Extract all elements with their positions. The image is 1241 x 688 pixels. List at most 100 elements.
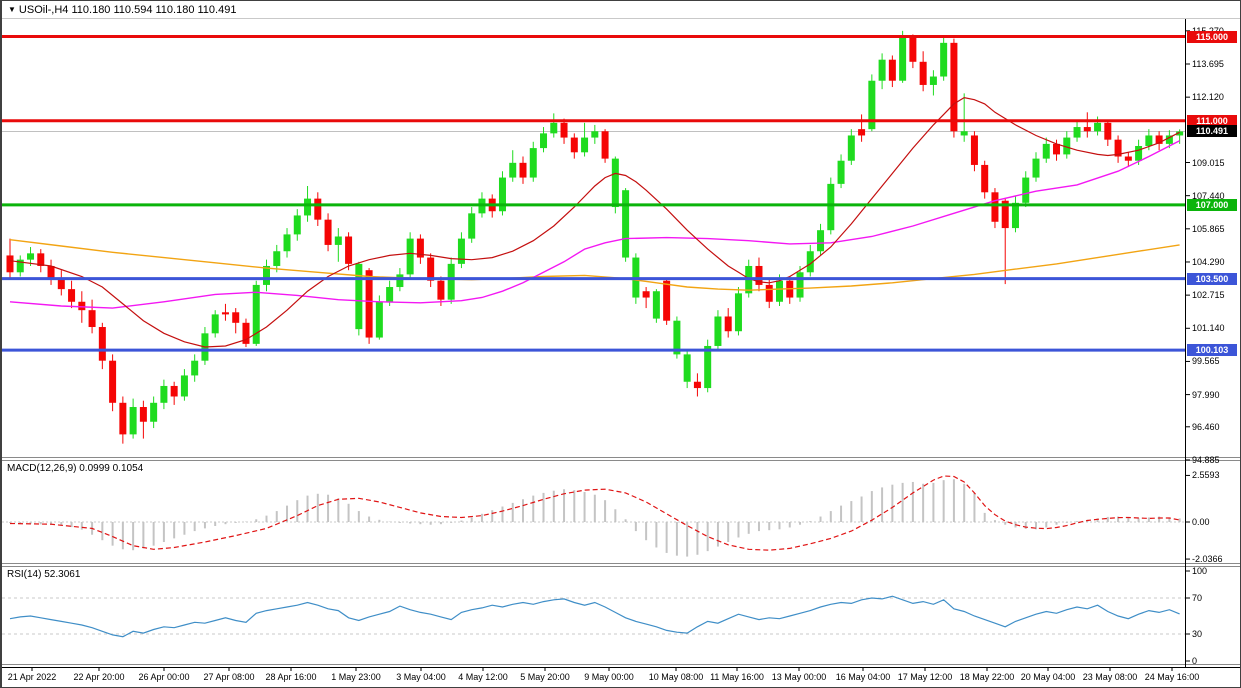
- candle-body: [355, 263, 363, 330]
- candle-body: [1124, 156, 1132, 161]
- candle-body: [509, 162, 517, 178]
- candle-body: [6, 255, 14, 273]
- time-axis-label[interactable]: 3 May 04:00: [396, 672, 446, 682]
- time-axis-label[interactable]: 23 May 08:00: [1082, 672, 1138, 682]
- candle-body: [416, 238, 424, 258]
- candle-body: [683, 354, 691, 382]
- candle-body: [827, 183, 835, 231]
- rsi-axis-label[interactable]: 0: [1192, 656, 1198, 666]
- candle-body: [570, 137, 578, 153]
- candle-body: [375, 301, 383, 338]
- candle-body: [560, 122, 568, 138]
- price-axis-label[interactable]: 102.715: [1192, 290, 1225, 301]
- rsi-indicator-label: RSI(14) 52.3061: [7, 569, 81, 580]
- time-axis-label[interactable]: 24 May 16:00: [1144, 672, 1200, 682]
- candle-body: [693, 381, 701, 389]
- candle-body: [1176, 131, 1184, 136]
- time-axis-label[interactable]: 4 May 12:00: [458, 672, 508, 682]
- candle-body: [119, 402, 127, 435]
- candle-body: [714, 316, 722, 346]
- price-axis-label[interactable]: 101.140: [1192, 323, 1225, 334]
- candle-body: [232, 312, 240, 323]
- candle-body: [1145, 135, 1153, 146]
- time-axis-label[interactable]: 20 May 04:00: [1020, 672, 1076, 682]
- time-axis-label[interactable]: 17 May 12:00: [897, 672, 953, 682]
- candle-body: [1011, 202, 1019, 229]
- candle-body: [581, 137, 589, 153]
- time-axis-label[interactable]: 9 May 00:00: [584, 672, 634, 682]
- candle-body: [396, 274, 404, 288]
- candle-body: [365, 270, 373, 338]
- price-axis-label[interactable]: 97.990: [1192, 389, 1220, 400]
- candle-body: [304, 198, 312, 216]
- candle-body: [242, 322, 250, 344]
- price-axis-label[interactable]: 99.565: [1192, 356, 1220, 367]
- candle-body: [591, 131, 599, 138]
- price-axis-label[interactable]: 113.695: [1192, 59, 1224, 69]
- level-price-badge: 100.103: [1187, 344, 1237, 357]
- candle-body: [878, 59, 886, 81]
- candle-body: [899, 36, 907, 81]
- candle-body: [888, 59, 896, 81]
- candle-body: [283, 234, 291, 252]
- symbol-collapse-icon[interactable]: ▼: [8, 5, 16, 14]
- candle-body: [960, 131, 968, 136]
- time-axis-label[interactable]: 22 Apr 20:00: [73, 672, 125, 682]
- candle-body: [622, 190, 630, 258]
- candle-body: [109, 360, 117, 403]
- candle-body: [160, 385, 168, 403]
- time-axis-label[interactable]: 1 May 23:00: [331, 672, 381, 682]
- candle-body: [519, 162, 527, 178]
- time-axis-label[interactable]: 16 May 04:00: [835, 672, 891, 682]
- macd-axis-label[interactable]: -2.0366: [1192, 554, 1223, 565]
- candle-body: [88, 310, 96, 328]
- macd-axis-label[interactable]: 0.00: [1192, 517, 1210, 527]
- candle-body: [1155, 135, 1163, 144]
- time-axis-label[interactable]: 10 May 08:00: [648, 672, 704, 682]
- macd-axis-label[interactable]: 2.5593: [1192, 470, 1220, 481]
- level-price-badge: 103.500: [1187, 272, 1237, 285]
- candle-body: [37, 253, 45, 266]
- macd-indicator-label: MACD(12,26,9) 0.0999 0.1054: [7, 463, 144, 474]
- price-axis-label[interactable]: 112.120: [1192, 92, 1224, 103]
- rsi-axis-label[interactable]: 100: [1192, 566, 1208, 576]
- time-axis-label[interactable]: 13 May 00:00: [771, 672, 827, 682]
- price-axis-label[interactable]: 107.440: [1192, 190, 1225, 201]
- time-axis-label[interactable]: 18 May 22:00: [959, 672, 1015, 682]
- time-axis-label[interactable]: 27 Apr 08:00: [203, 672, 255, 682]
- candle-body: [47, 265, 55, 279]
- candle-body: [498, 177, 506, 212]
- candle-body: [929, 76, 937, 85]
- candle-body: [98, 327, 106, 361]
- price-axis-label[interactable]: 96.460: [1192, 421, 1220, 432]
- price-axis-label[interactable]: 109.015: [1192, 157, 1225, 168]
- level-price-badge: 111.000: [1187, 114, 1237, 127]
- time-axis-label[interactable]: 5 May 20:00: [520, 672, 570, 682]
- candle-body: [180, 375, 188, 397]
- candle-body: [150, 402, 158, 422]
- time-axis-label[interactable]: 26 Apr 00:00: [138, 672, 190, 682]
- rsi-axis-label[interactable]: 30: [1192, 629, 1203, 639]
- candle-body: [940, 42, 948, 77]
- price-axis-label[interactable]: 104.290: [1192, 256, 1225, 267]
- candle-body: [1104, 122, 1112, 140]
- level-price-badge: 115.000: [1187, 30, 1237, 43]
- candle-body: [1114, 139, 1122, 157]
- time-axis-label[interactable]: 21 Apr 2022: [7, 672, 57, 682]
- candle-body: [663, 280, 671, 321]
- price-axis-label[interactable]: 105.865: [1192, 223, 1225, 234]
- candle-body: [1053, 143, 1061, 155]
- candle-body: [652, 291, 660, 319]
- candle-body: [704, 345, 712, 389]
- candle-body: [1001, 200, 1009, 229]
- rsi-axis-label[interactable]: 70: [1192, 593, 1203, 603]
- time-axis-label[interactable]: 28 Apr 16:00: [265, 672, 317, 682]
- candle-body: [293, 215, 301, 235]
- time-axis-label[interactable]: 11 May 16:00: [710, 672, 764, 682]
- candle-body: [950, 42, 958, 132]
- price-axis-label[interactable]: 94.885: [1192, 454, 1220, 465]
- candle-body: [211, 314, 219, 334]
- candle-body: [909, 36, 917, 62]
